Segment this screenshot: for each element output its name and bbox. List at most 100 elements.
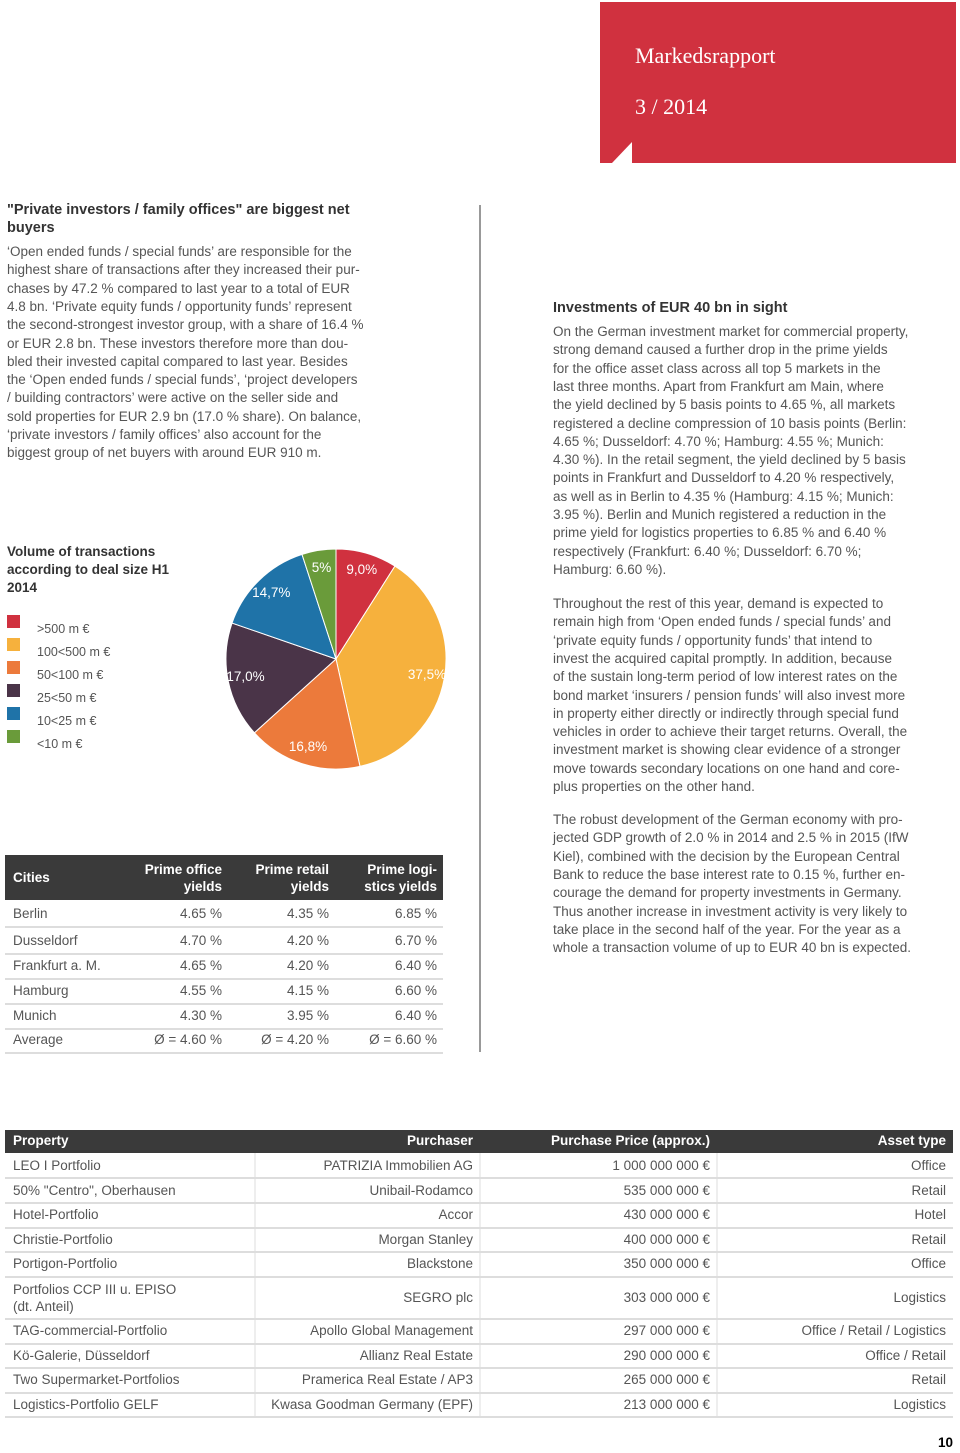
table-cell: 400 000 000 € — [623, 1232, 710, 1247]
table-cell: 265 000 000 € — [623, 1372, 710, 1387]
table-cell: 430 000 000 € — [623, 1207, 710, 1222]
paragraph-line: whole a transaction volume of up to EUR … — [553, 940, 911, 956]
table-cell: Retail — [911, 1372, 946, 1387]
table-cell: 297 000 000 € — [623, 1323, 710, 1338]
table-header: Purchase Price (approx.) — [550, 1133, 710, 1148]
paragraph-line: or EUR 2.8 bn. These investors therefore… — [7, 335, 349, 351]
table-cell: Office / Retail — [865, 1348, 946, 1363]
paragraph-line: take place in the second half of the yea… — [553, 921, 901, 937]
paragraph-line: 3.95 %). Berlin and Munich registered a … — [553, 507, 887, 522]
table-cell: 6.70 % — [394, 933, 437, 948]
legend-swatch — [7, 707, 20, 720]
paragraph-line: / building contractors’ were active on t… — [7, 390, 339, 406]
table-cell: 290 000 000 € — [623, 1348, 710, 1363]
table-cell: 6.40 % — [394, 958, 437, 973]
paragraph-line: Throughout the rest of this year, demand… — [553, 596, 884, 611]
table-cell: 4.15 % — [286, 983, 329, 998]
legend-swatch — [7, 684, 20, 697]
paragraph-line: On the German investment market for comm… — [553, 324, 909, 339]
paragraph-line: plus properties on the other hand. — [553, 779, 755, 794]
table-cell: PATRIZIA Immobilien AG — [323, 1158, 473, 1173]
table-header: yields — [183, 878, 222, 894]
section-heading: Investments of EUR 40 bn in sight — [553, 300, 788, 316]
pie-slice — [301, 548, 337, 660]
table-cell: Kwasa Goodman Germany (EPF) — [271, 1397, 473, 1412]
table-header: stics yields — [364, 878, 437, 894]
paragraph-line: investment market is showing clear evide… — [553, 742, 901, 758]
table-header: Asset type — [877, 1133, 946, 1148]
legend-swatch — [7, 638, 20, 651]
table-cell: Logistics — [893, 1397, 946, 1412]
table-cell: 4.65 % — [179, 906, 222, 921]
paragraph-line: ‘Open ended funds / special funds’ are r… — [7, 244, 352, 259]
pie-slice — [225, 622, 337, 734]
paragraph-line: Bank to reduce the base interest rate to… — [553, 866, 905, 882]
table-cell: Accor — [438, 1207, 473, 1222]
pie-slice — [335, 565, 447, 767]
legend-swatch — [7, 730, 20, 743]
table-cell: Ø = 6.60 % — [369, 1032, 437, 1047]
table-header: Property — [13, 1133, 69, 1148]
paragraph-line: courage the demand for property investme… — [553, 885, 902, 901]
table-header: yields — [290, 878, 329, 894]
table-cell: 213 000 000 € — [623, 1397, 710, 1412]
paragraph-line: registered a decline compression of 10 b… — [553, 415, 907, 431]
table-cell: Frankfurt a. M. — [13, 958, 101, 973]
table-cell: Office — [910, 1256, 946, 1271]
table-cell: Munich — [13, 1008, 57, 1023]
table-cell: Berlin — [13, 906, 48, 921]
report-title: Markedsrapport — [635, 43, 776, 68]
table-cell: 350 000 000 € — [623, 1256, 710, 1271]
paragraph-line: move towards secondary locations on one … — [553, 760, 900, 776]
table-cell: Hamburg — [13, 983, 69, 998]
paragraph-line: Hamburg: 6.60 %). — [553, 561, 667, 577]
table-cell: Morgan Stanley — [378, 1232, 473, 1247]
table-cell: 6.85 % — [394, 906, 437, 921]
table-cell: Portfolios CCP III u. EPISO — [13, 1281, 177, 1297]
paragraph-line: as well as in Berlin to 4.35 % (Hamburg:… — [553, 488, 894, 504]
paragraph-line: bled their invested capital compared to … — [7, 353, 348, 369]
table-cell: LEO I Portfolio — [13, 1158, 101, 1173]
paragraph-line: Thus another increase in investment acti… — [553, 903, 908, 919]
table-cell: 4.55 % — [179, 983, 222, 998]
paragraph-line: the ‘Open ended funds / special funds’, … — [7, 372, 358, 388]
paragraph-line: chases by 47.2 % compared to last year t… — [7, 280, 350, 296]
table-cell: Unibail-Rodamco — [369, 1183, 473, 1198]
table-cell: (dt. Anteil) — [13, 1298, 74, 1314]
paragraph-line: The robust development of the German eco… — [553, 812, 903, 827]
paragraph-line: 4.65 %; Dusseldorf: 4.70 %; Hamburg: 4.5… — [553, 433, 884, 449]
paragraph-line: for the office asset class across all to… — [553, 360, 881, 376]
paragraph-line: bond market ‘insurers / pension funds’ w… — [553, 687, 906, 703]
paragraph-line: 4.8 bn. ‘Private equity funds / opportun… — [7, 298, 352, 314]
paragraph-line: in property either directly or indirectl… — [553, 705, 899, 721]
table-cell: 303 000 000 € — [623, 1290, 710, 1305]
paragraph-line: vehicles in order to achieve their targe… — [553, 724, 908, 740]
paragraph-line: strong demand caused a further drop in t… — [553, 342, 888, 358]
table-cell: 4.30 % — [179, 1008, 222, 1023]
paragraph-line: remain high from ‘Open ended funds / spe… — [553, 614, 891, 630]
data-label: 14,7% — [252, 585, 291, 601]
paragraph-line: invest the acquired capital promptly. In… — [553, 650, 892, 666]
paragraph-line: ‘private equity funds / opportunity fund… — [553, 632, 873, 648]
legend-swatch — [7, 661, 20, 674]
report-issue: 3 / 2014 — [635, 94, 708, 119]
table-cell: 6.60 % — [394, 983, 437, 998]
table-cell: 4.35 % — [286, 906, 329, 921]
paragraph-line: highest share of transactions after they… — [7, 262, 360, 278]
table-cell: 4.65 % — [179, 958, 222, 973]
table-cell: SEGRO plc — [403, 1290, 473, 1305]
data-label: 9,0% — [346, 562, 378, 578]
table-cell: 50% "Centro", Oberhausen — [13, 1183, 176, 1198]
table-cell: Office / Retail / Logistics — [801, 1323, 946, 1338]
section-heading: "Private investors / family offices" are… — [7, 202, 350, 236]
data-label: 17,0% — [226, 669, 265, 685]
table-cell: TAG-commercial-Portfolio — [13, 1323, 168, 1338]
paragraph-line: the yield declined by 5 basis points to … — [553, 397, 896, 413]
table-cell: 4.70 % — [179, 933, 222, 948]
header-notch — [612, 142, 632, 163]
table-cell: Portigon-Portfolio — [13, 1256, 118, 1271]
legend-label: <10 m € — [37, 737, 83, 751]
table-cell: Ø = 4.60 % — [154, 1032, 222, 1047]
table-cell: Apollo Global Management — [310, 1323, 473, 1338]
